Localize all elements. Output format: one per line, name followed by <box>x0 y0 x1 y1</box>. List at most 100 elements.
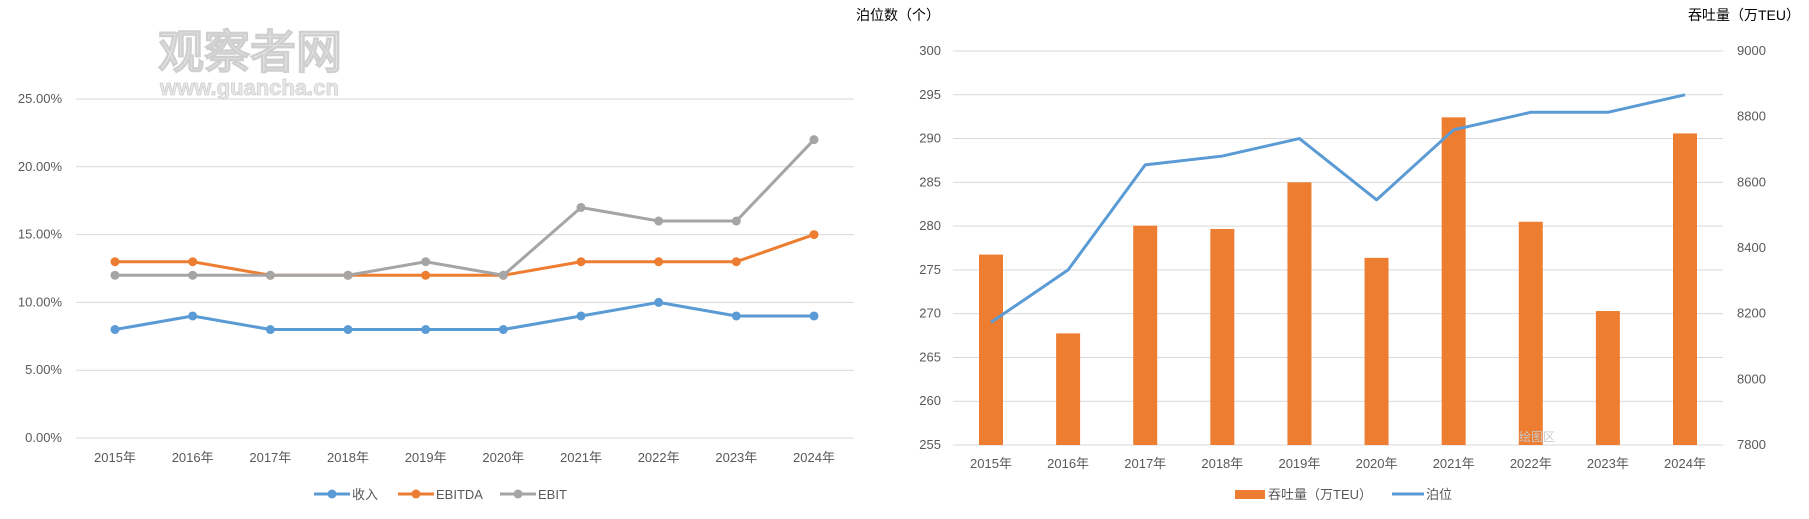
y-tick-label: 25.00% <box>18 91 63 106</box>
watermark: 观察者网 www.guancha.cn <box>158 26 343 101</box>
data-point-2-8 <box>731 216 741 226</box>
x-tick-label: 2023年 <box>1587 456 1629 471</box>
plot-area-label: 绘图区 <box>1519 429 1555 444</box>
x-tick-label: 2024年 <box>793 450 835 465</box>
left-y-tick-label: 265 <box>919 349 941 364</box>
data-point-2-0 <box>110 270 120 280</box>
bar-9 <box>1673 133 1697 445</box>
right-y-tick-label: 7800 <box>1737 437 1766 452</box>
data-point-2-6 <box>576 202 586 212</box>
x-tick-label: 2016年 <box>1047 456 1089 471</box>
berth-line <box>990 93 1686 324</box>
left-y-tick-label: 280 <box>919 218 941 233</box>
bar-6 <box>1441 117 1466 445</box>
x-tick-label: 2020年 <box>482 450 524 465</box>
right-combo-chart: 泊位数（个） 吞吐量（万TEU） 255 260 265 270 275 280 285 29… <box>856 7 1800 502</box>
right-y-tick-label: 8600 <box>1737 174 1766 189</box>
y-tick-label: 5.00% <box>25 362 62 377</box>
legend-marker <box>411 489 421 499</box>
bar-3 <box>1210 228 1235 445</box>
data-point-2-7 <box>654 216 664 226</box>
x-tick-label: 2015年 <box>94 450 136 465</box>
bar-1 <box>1056 333 1081 445</box>
right-y-tick-label: 8000 <box>1737 371 1766 386</box>
x-tick-label: 2022年 <box>638 450 680 465</box>
legend-label: EBITDA <box>436 487 483 502</box>
data-point-1-8 <box>731 257 741 267</box>
right-y-tick-label: 8200 <box>1737 306 1766 321</box>
x-tick-label: 2021年 <box>1433 456 1475 471</box>
left-y-tick-label: 300 <box>919 43 941 58</box>
legend-bar-swatch <box>1235 490 1265 499</box>
legend-label: 收入 <box>352 487 378 502</box>
x-tick-label: 2021年 <box>560 450 602 465</box>
series-line-1 <box>115 233 815 277</box>
data-point-0-6 <box>576 311 586 321</box>
x-tick-label: 2020年 <box>1356 456 1398 471</box>
bar-8 <box>1595 311 1620 445</box>
watermark-url: www.guancha.cn <box>159 75 339 100</box>
legend-marker <box>327 489 337 499</box>
data-point-0-2 <box>265 325 275 335</box>
left-y-tick-label: 295 <box>919 87 941 102</box>
legend-marker <box>513 489 523 499</box>
data-point-0-0 <box>110 325 120 335</box>
left-line-chart: 0.00% 5.00% 10.00% 15.00% 20.00% 25.00% 2015年 2… <box>18 91 854 502</box>
y-tick-label: 20.00% <box>18 159 63 174</box>
data-point-0-5 <box>498 325 508 335</box>
right-y-tick-label: 9000 <box>1737 43 1766 58</box>
data-point-1-7 <box>654 257 664 267</box>
data-point-0-4 <box>421 325 431 335</box>
x-tick-label: 2016年 <box>172 450 214 465</box>
data-point-1-4 <box>421 270 431 280</box>
x-tick-label: 2015年 <box>970 456 1012 471</box>
data-point-0-8 <box>731 311 741 321</box>
left-y-tick-label: 285 <box>919 174 941 189</box>
data-point-1-0 <box>110 257 120 267</box>
data-point-0-3 <box>343 325 353 335</box>
x-tick-label: 2018年 <box>1201 456 1243 471</box>
data-point-0-9 <box>809 311 819 321</box>
data-point-1-1 <box>188 257 198 267</box>
x-tick-label: 2019年 <box>405 450 447 465</box>
y-tick-label: 0.00% <box>25 430 62 445</box>
data-point-2-1 <box>188 270 198 280</box>
bar-2 <box>1133 225 1158 445</box>
x-tick-label: 2017年 <box>1124 456 1166 471</box>
bar-7 <box>1518 221 1543 445</box>
y-tick-label: 10.00% <box>18 294 63 309</box>
right-y-tick-label: 8800 <box>1737 109 1766 124</box>
left-y-tick-label: 255 <box>919 437 941 452</box>
data-point-2-3 <box>343 270 353 280</box>
series-line-0 <box>114 300 814 332</box>
left-y-tick-label: 275 <box>919 262 941 277</box>
legend-label: EBIT <box>538 487 567 502</box>
x-tick-label: 2018年 <box>327 450 369 465</box>
data-point-0-1 <box>188 311 198 321</box>
right-axis-title: 吞吐量（万TEU） <box>1688 7 1800 23</box>
data-point-2-5 <box>498 270 508 280</box>
left-y-tick-label: 290 <box>919 131 941 146</box>
left-axis-title: 泊位数（个） <box>856 7 940 23</box>
x-tick-label: 2023年 <box>715 450 757 465</box>
series-line-2 <box>115 138 816 277</box>
x-tick-label: 2024年 <box>1664 456 1706 471</box>
data-point-1-9 <box>809 230 819 240</box>
left-y-tick-label: 260 <box>919 393 941 408</box>
bar-4 <box>1287 182 1312 446</box>
legend-label: 吞吐量（万TEU） <box>1268 487 1372 502</box>
legend-label: 泊位 <box>1426 487 1452 502</box>
x-tick-label: 2022年 <box>1510 456 1552 471</box>
y-tick-label: 15.00% <box>18 227 63 242</box>
right-y-tick-label: 8400 <box>1737 240 1766 255</box>
watermark-name: 观察者网 <box>158 26 342 78</box>
bar-0 <box>979 254 1003 445</box>
data-point-2-4 <box>421 257 431 267</box>
data-point-2-2 <box>265 270 275 280</box>
data-point-0-7 <box>654 297 664 307</box>
x-tick-label: 2017年 <box>249 450 291 465</box>
x-tick-label: 2019年 <box>1278 456 1320 471</box>
data-point-1-6 <box>576 257 586 267</box>
left-y-tick-label: 270 <box>919 306 941 321</box>
